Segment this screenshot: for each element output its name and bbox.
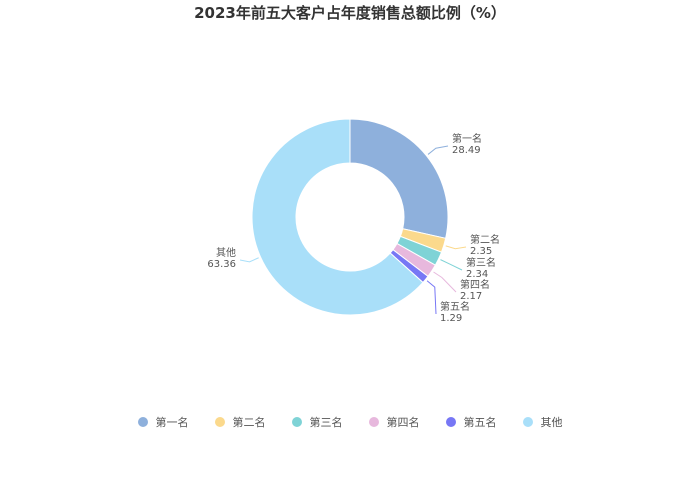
slice-name-label-1: 第一名 (452, 132, 482, 145)
legend-item-3[interactable]: 第三名 (291, 414, 343, 430)
legend-item-1[interactable]: 第一名 (137, 414, 189, 430)
legend-marker-icon (137, 417, 148, 427)
legend-marker-icon (368, 417, 379, 427)
legend-label: 第五名 (463, 416, 497, 429)
slice-value-label-3: 2.34 (466, 269, 488, 280)
legend-marker-icon (291, 417, 302, 427)
slice-value-label-2: 2.35 (470, 246, 492, 257)
slice-value-label-5: 1.29 (440, 313, 462, 324)
legend-item-4[interactable]: 第四名 (368, 414, 420, 430)
legend-label: 其他 (540, 416, 563, 429)
legend-label: 第二名 (232, 416, 266, 429)
chart-title: 2023年前五大客户占年度销售总额比例（%） (194, 4, 506, 22)
donut-slice-6 (251, 118, 424, 316)
leader-line-2 (445, 245, 467, 250)
leader-line-1 (427, 145, 449, 155)
chart-legend: 第一名 第二名 第三名 第四名 第五名 其他 (0, 414, 700, 430)
slice-name-label-3: 第三名 (466, 256, 496, 269)
legend-item-5[interactable]: 第五名 (445, 414, 497, 430)
legend-item-2[interactable]: 第二名 (214, 414, 266, 430)
donut-slice-1 (349, 118, 449, 239)
slice-name-label-6: 其他 (216, 246, 236, 259)
legend-marker-icon (445, 417, 456, 427)
legend-marker-icon (214, 417, 225, 427)
legend-label: 第一名 (155, 416, 189, 429)
slice-value-label-1: 28.49 (452, 145, 481, 156)
legend-item-6[interactable]: 其他 (522, 414, 563, 430)
slice-value-label-4: 2.17 (460, 291, 482, 302)
leader-line-5 (426, 280, 437, 315)
slice-name-label-4: 第四名 (460, 278, 490, 291)
legend-marker-icon (522, 417, 533, 427)
legend-label: 第三名 (309, 416, 343, 429)
leader-line-4 (433, 271, 457, 293)
slice-name-label-2: 第二名 (470, 233, 500, 246)
slice-name-label-5: 第五名 (440, 300, 470, 313)
slice-value-label-6: 63.36 (207, 259, 236, 270)
leader-line-3 (440, 259, 463, 271)
legend-label: 第四名 (386, 416, 420, 429)
leader-line-6 (239, 257, 259, 263)
